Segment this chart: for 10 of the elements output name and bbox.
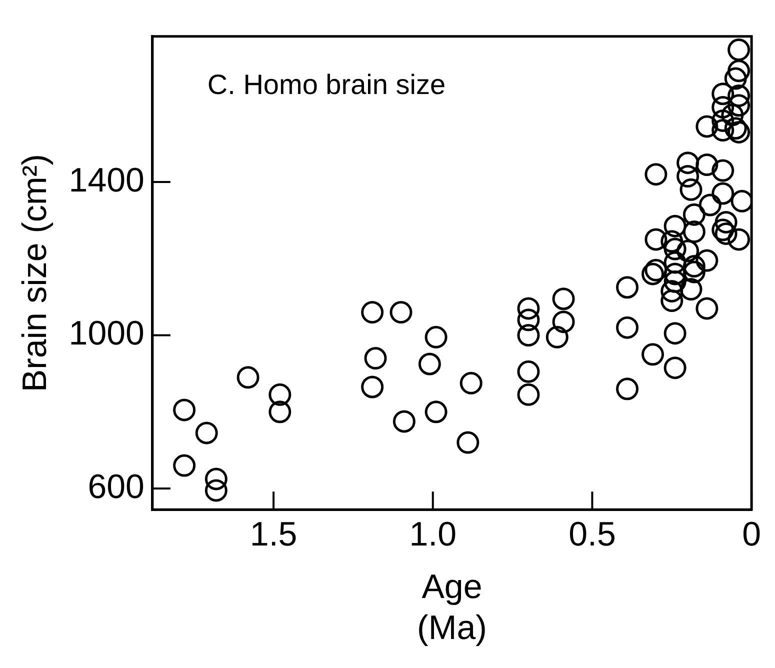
y-tick-label: 600: [88, 468, 144, 506]
text: C. Homo brain size: [207, 69, 446, 100]
x-tick-label: 0.5: [568, 515, 616, 554]
y-tick-label: 1000: [68, 314, 144, 353]
x-tick-label: 0: [742, 515, 762, 554]
y-tick-label: 1400: [68, 161, 144, 200]
y-axis-title: Brain size (cm²): [16, 154, 54, 392]
x-tick-label: 1.5: [250, 515, 298, 554]
x-axis-title: Age (Ma): [417, 568, 487, 647]
x-tick-label: 1.0: [409, 515, 457, 554]
